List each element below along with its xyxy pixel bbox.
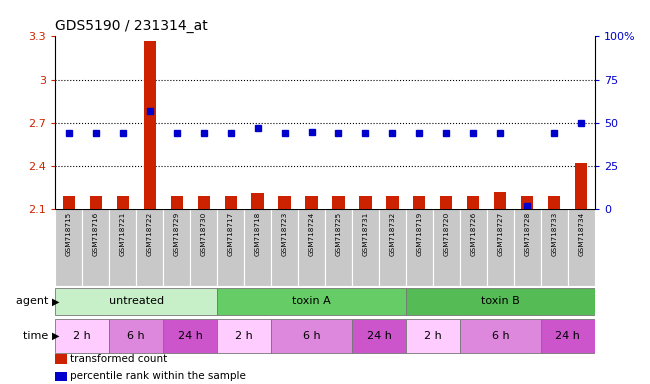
Text: GSM718722: GSM718722 [147, 212, 153, 256]
Bar [217, 288, 406, 315]
Bar [55, 288, 217, 315]
Bar [136, 209, 163, 286]
Text: 2 h: 2 h [73, 331, 91, 341]
Text: GSM718720: GSM718720 [443, 212, 449, 256]
Text: GSM718730: GSM718730 [201, 212, 207, 256]
Bar [62, 196, 75, 209]
Bar [440, 196, 452, 209]
Text: GSM718716: GSM718716 [93, 212, 99, 256]
Bar [541, 209, 568, 286]
Bar [306, 196, 318, 209]
Text: 24 h: 24 h [177, 331, 203, 341]
Bar [325, 209, 352, 286]
Bar [548, 196, 560, 209]
Bar [575, 163, 588, 209]
Bar [467, 196, 480, 209]
Text: 6 h: 6 h [127, 331, 145, 341]
Bar [144, 41, 156, 209]
Bar [90, 196, 102, 209]
Bar [244, 209, 271, 286]
Text: GSM718728: GSM718728 [525, 212, 530, 256]
Bar [386, 196, 398, 209]
Bar [217, 209, 244, 286]
Text: GDS5190 / 231314_at: GDS5190 / 231314_at [55, 19, 208, 33]
Text: GSM718734: GSM718734 [578, 212, 584, 256]
Text: GSM718715: GSM718715 [66, 212, 72, 256]
Bar [352, 209, 379, 286]
Bar [413, 196, 426, 209]
Text: GSM718721: GSM718721 [120, 212, 125, 256]
Bar [521, 196, 534, 209]
Bar [460, 319, 541, 353]
Bar [163, 319, 217, 353]
Text: GSM718725: GSM718725 [335, 212, 341, 256]
Text: GSM718719: GSM718719 [417, 212, 423, 256]
Bar [116, 196, 129, 209]
Text: GSM718723: GSM718723 [281, 212, 287, 256]
Bar [163, 209, 190, 286]
Text: GSM718733: GSM718733 [551, 212, 557, 256]
Text: ▶: ▶ [52, 331, 60, 341]
Text: GSM718732: GSM718732 [389, 212, 395, 256]
Text: 24 h: 24 h [367, 331, 391, 341]
Bar [271, 319, 352, 353]
Bar [198, 196, 210, 209]
Text: percentile rank within the sample: percentile rank within the sample [70, 371, 246, 381]
Text: transformed count: transformed count [70, 354, 167, 364]
Text: 2 h: 2 h [235, 331, 253, 341]
Text: GSM718731: GSM718731 [363, 212, 369, 256]
Text: 24 h: 24 h [555, 331, 580, 341]
Bar [568, 209, 595, 286]
Bar [109, 319, 163, 353]
Bar [406, 319, 460, 353]
Bar [224, 196, 237, 209]
Bar [359, 196, 372, 209]
Text: toxin A: toxin A [292, 296, 331, 306]
Bar [541, 319, 595, 353]
Text: GSM718729: GSM718729 [174, 212, 179, 256]
Text: agent: agent [16, 296, 52, 306]
Text: GSM718727: GSM718727 [497, 212, 503, 256]
Bar [379, 209, 406, 286]
Text: ▶: ▶ [52, 296, 60, 306]
Text: GSM718717: GSM718717 [227, 212, 233, 256]
Text: toxin B: toxin B [481, 296, 520, 306]
Bar [332, 196, 345, 209]
Bar [55, 209, 83, 286]
Bar [298, 209, 325, 286]
Bar [190, 209, 217, 286]
Bar [514, 209, 541, 286]
Bar [271, 209, 298, 286]
Text: GSM718718: GSM718718 [255, 212, 261, 256]
Bar [433, 209, 460, 286]
Bar [352, 319, 406, 353]
Bar [217, 319, 271, 353]
Bar [82, 209, 109, 286]
Bar [252, 194, 264, 209]
Text: 6 h: 6 h [491, 331, 509, 341]
Bar [55, 319, 109, 353]
Bar [406, 209, 433, 286]
Text: time: time [23, 331, 52, 341]
Bar [487, 209, 514, 286]
Bar [278, 196, 291, 209]
Bar [109, 209, 136, 286]
Bar [406, 288, 595, 315]
Bar [170, 196, 183, 209]
Text: untreated: untreated [109, 296, 164, 306]
Bar [460, 209, 487, 286]
Bar [494, 192, 506, 209]
Text: GSM718726: GSM718726 [471, 212, 476, 256]
Text: 2 h: 2 h [424, 331, 442, 341]
Text: 6 h: 6 h [303, 331, 320, 341]
Text: GSM718724: GSM718724 [309, 212, 315, 256]
